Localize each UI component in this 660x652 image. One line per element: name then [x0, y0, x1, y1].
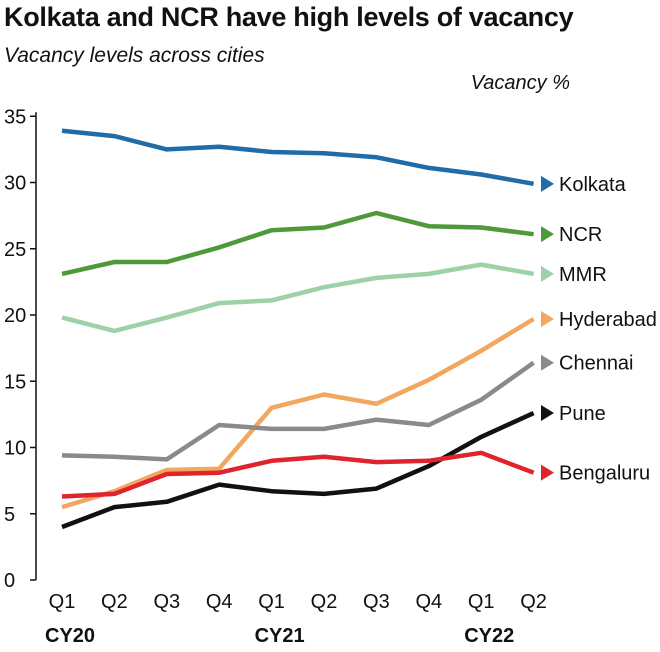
series-end-arrow-pune [541, 405, 554, 422]
x-tick-label: Q3 [363, 591, 390, 613]
y-axis-unit-label: Vacancy % [470, 72, 570, 94]
x-tick-label: Q2 [101, 591, 128, 613]
x-tick-label: Q4 [415, 591, 442, 613]
series-line-hyderabad [61, 317, 535, 510]
series-label-ncr: NCR [559, 224, 602, 246]
series-line-kolkata [61, 128, 534, 187]
y-tick-label: 5 [4, 504, 15, 526]
year-label: CY21 [255, 625, 305, 647]
series-lines [61, 128, 535, 530]
x-tick-label: Q1 [258, 591, 285, 613]
series-end-arrow-chennai [541, 354, 554, 371]
series-line-chennai [61, 360, 535, 462]
chart-title: Kolkata and NCR have high levels of vaca… [4, 2, 574, 32]
x-tick-label: Q2 [311, 591, 338, 613]
series-line-ncr [61, 210, 534, 277]
series-labels: Kolkata NCR MMR Hyderabad Chennai Pune Bengalu… [541, 174, 657, 485]
x-tick-label: Q1 [468, 591, 495, 613]
year-label: CY22 [464, 625, 514, 647]
x-tick-label: Q1 [49, 591, 76, 613]
series-line-mmr [61, 262, 534, 334]
y-tick-label: 10 [4, 438, 26, 460]
series-line-pune [61, 411, 535, 530]
x-tick-label: Q2 [520, 591, 547, 613]
x-tick-label: Q3 [153, 591, 180, 613]
axes: 0 5 10 15 20 25 30 35 Q1 Q2 Q3 Q4 Q1 Q2 Q3 Q4 Q1 Q2 CY20 CY… [4, 106, 547, 647]
series-label-hyderabad: Hyderabad [559, 309, 657, 331]
series-line-bengaluru [61, 450, 535, 499]
series-end-arrow-hyderabad [541, 310, 554, 327]
y-tick-label: 20 [4, 305, 26, 327]
y-tick-label: 0 [4, 570, 15, 592]
series-end-arrow-bengaluru [541, 464, 554, 481]
chart-subtitle: Vacancy levels across cities [4, 44, 265, 67]
y-tick-label: 35 [4, 106, 26, 128]
series-label-kolkata: Kolkata [559, 174, 627, 196]
series-label-pune: Pune [559, 403, 606, 425]
series-label-chennai: Chennai [559, 353, 634, 375]
series-label-mmr: MMR [559, 264, 607, 286]
y-tick-label: 25 [4, 239, 26, 261]
x-tick-label: Q4 [206, 591, 233, 613]
y-tick-label: 15 [4, 371, 26, 393]
y-tick-label: 30 [4, 173, 26, 195]
series-end-arrow-kolkata [541, 175, 554, 192]
series-end-arrow-ncr [541, 226, 554, 243]
series-label-bengaluru: Bengaluru [559, 463, 650, 485]
year-label: CY20 [45, 625, 95, 647]
series-end-arrow-mmr [541, 265, 554, 282]
